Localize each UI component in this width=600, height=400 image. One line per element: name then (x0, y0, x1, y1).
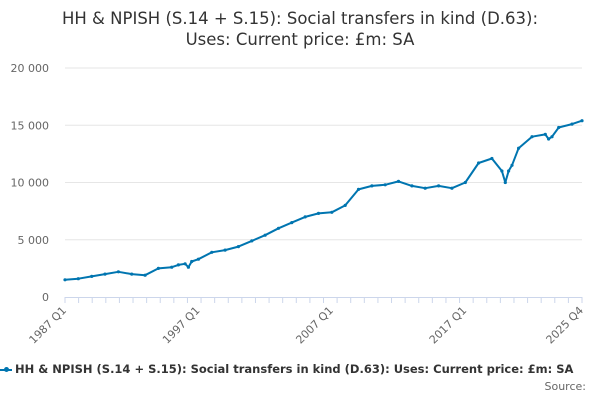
chart-title: HH & NPISH (S.14 + S.15): Social transfe… (0, 8, 600, 50)
data-point (236, 245, 240, 249)
source-label: Source: (544, 380, 587, 393)
data-point (330, 210, 334, 214)
data-point (547, 137, 551, 141)
data-point (570, 122, 574, 126)
x-axis (64, 297, 583, 303)
data-point (580, 119, 584, 123)
data-point (250, 239, 254, 243)
data-point (276, 226, 281, 230)
data-point (550, 135, 554, 139)
data-point (423, 186, 427, 190)
data-point (263, 233, 267, 237)
data-point (63, 278, 67, 282)
x-tick-label: 2017 Q1 (427, 304, 470, 347)
data-point (210, 250, 214, 254)
legend-series-label: HH & NPISH (S.14 + S.15): Social transfe… (15, 362, 574, 376)
data-point (450, 186, 454, 190)
y-tick-label: 10 000 (11, 177, 50, 190)
data-point (143, 273, 147, 277)
data-point (290, 221, 294, 225)
series-line (64, 119, 583, 281)
x-tick-label: 1997 Q1 (160, 304, 203, 347)
data-point (557, 125, 561, 130)
legend-series-marker-icon (0, 366, 12, 372)
data-point (396, 179, 401, 183)
data-point (303, 215, 307, 219)
data-point (186, 265, 190, 269)
data-point (437, 184, 441, 188)
data-point (510, 163, 514, 167)
y-axis-tick-labels: 0 5 000 10 000 15 000 20 000 (11, 62, 50, 304)
data-point (370, 184, 374, 188)
y-tick-label: 5 000 (18, 234, 50, 247)
y-tick-label: 15 000 (11, 119, 50, 132)
data-point (116, 270, 120, 274)
data-point (477, 161, 481, 165)
data-point (103, 272, 107, 276)
data-point (196, 257, 200, 261)
grid-lines (65, 67, 582, 241)
data-point (176, 263, 180, 267)
x-tick-label: 2025 Q4 (544, 304, 587, 347)
data-point (183, 262, 187, 266)
x-tick-label: 2007 Q1 (293, 304, 336, 347)
x-axis-tick-labels: 1987 Q1 1997 Q1 2007 Q1 2017 Q1 2025 Q4 (27, 304, 587, 347)
chart-title-line-1: HH & NPISH (S.14 + S.15): Social transfe… (61, 9, 539, 28)
legend-item[interactable]: HH & NPISH (S.14 + S.15): Social transfe… (0, 362, 573, 376)
data-point (543, 132, 547, 136)
data-point (76, 277, 80, 281)
data-point (517, 146, 521, 150)
data-point (90, 274, 94, 278)
data-point (223, 248, 227, 252)
data-point (383, 183, 387, 187)
data-point (190, 259, 194, 264)
data-point (463, 180, 467, 185)
data-point (500, 169, 504, 173)
y-tick-label: 20 000 (11, 62, 50, 75)
y-tick-label: 0 (42, 291, 49, 304)
data-point (343, 203, 347, 207)
series-layer (63, 119, 584, 282)
x-tick-label: 1987 Q1 (27, 304, 70, 347)
chart-title-line-2: Uses: Current price: £m: SA (185, 30, 415, 49)
data-point (410, 184, 414, 188)
data-point (156, 266, 160, 270)
data-point (507, 169, 511, 173)
data-point (490, 156, 494, 161)
data-point (356, 187, 361, 191)
data-point (503, 180, 507, 185)
data-point (170, 265, 174, 269)
data-point (530, 135, 534, 139)
data-point (316, 211, 321, 215)
data-point (130, 272, 134, 276)
